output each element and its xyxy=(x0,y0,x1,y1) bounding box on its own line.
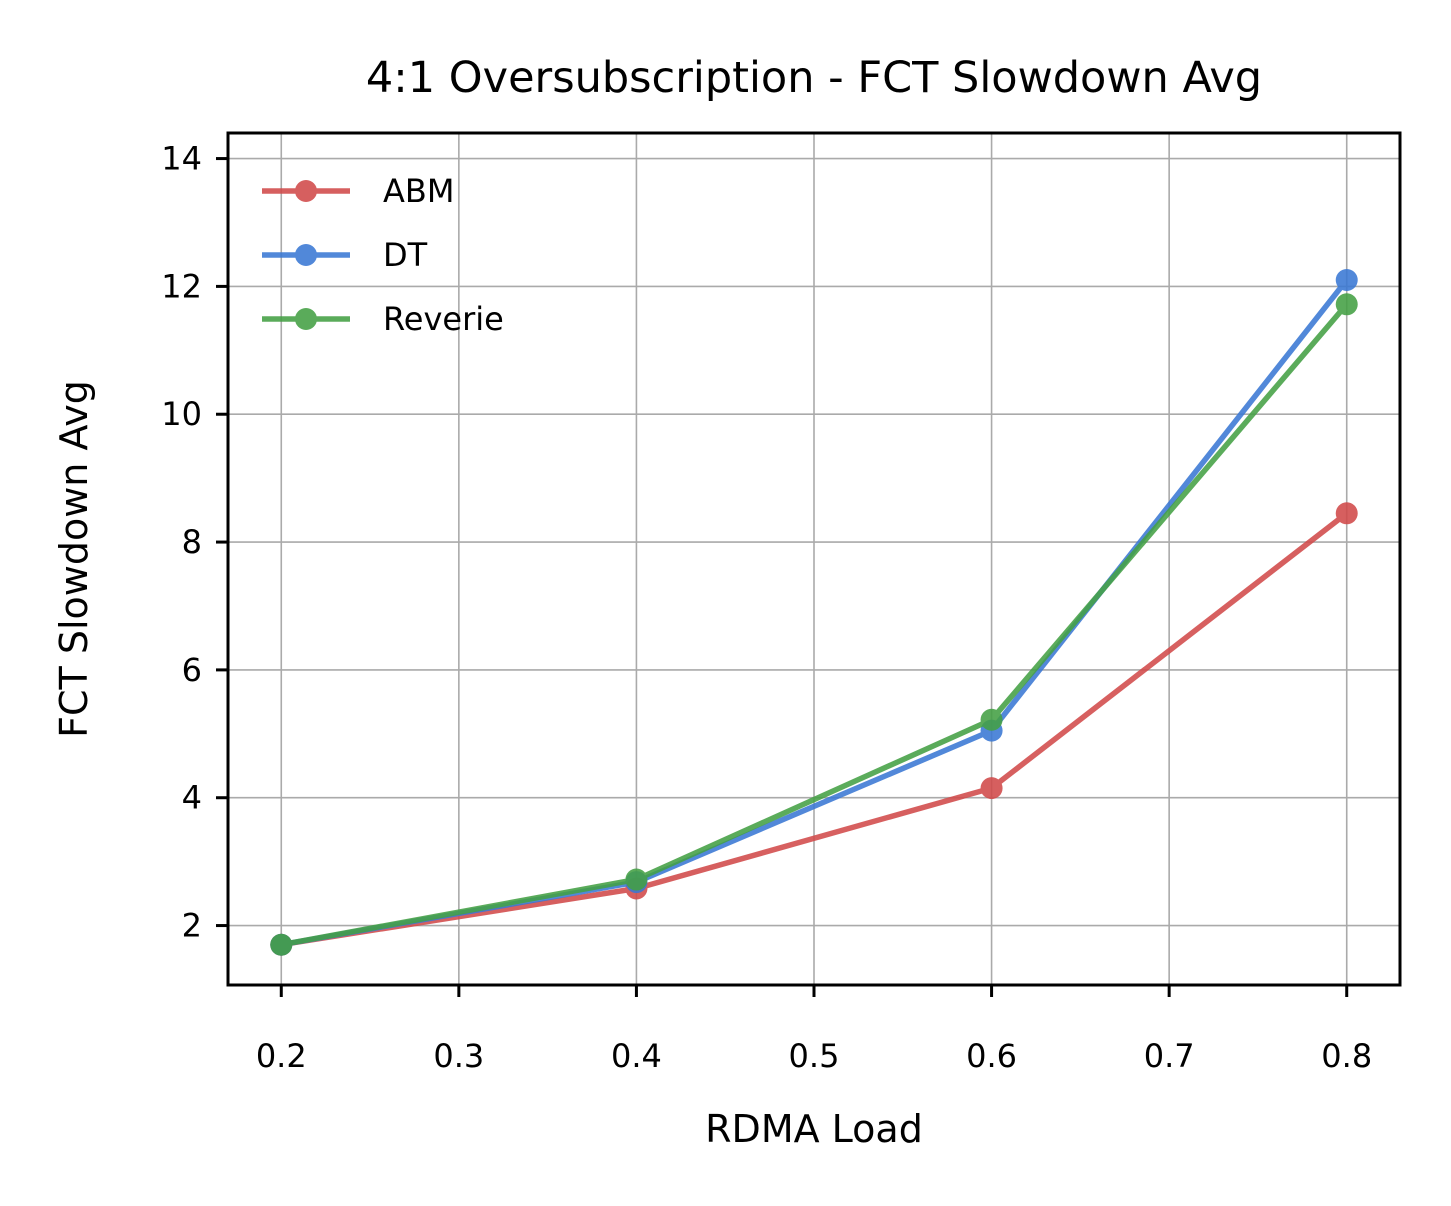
y-tick-label: 4 xyxy=(182,779,202,817)
x-tick-label: 0.6 xyxy=(966,1037,1017,1075)
legend-entry-dt xyxy=(262,244,350,266)
x-tick-label: 0.5 xyxy=(789,1037,840,1075)
legend-label-abm: ABM xyxy=(383,172,454,210)
series-line-abm xyxy=(280,511,1349,948)
grid-layer xyxy=(228,133,1400,985)
legend-label-dt: DT xyxy=(383,236,428,274)
y-tick-label: 8 xyxy=(182,523,202,561)
chart-title: 4:1 Oversubscription - FCT Slowdown Avg xyxy=(366,53,1262,103)
y-tick-label: 10 xyxy=(161,395,202,433)
legend-entry-reverie xyxy=(262,308,350,330)
series-reverie xyxy=(270,293,1358,956)
legend-label-reverie: Reverie xyxy=(383,300,504,338)
x-tick-label: 0.7 xyxy=(1144,1037,1195,1075)
x-tick-label: 0.8 xyxy=(1321,1037,1372,1075)
data-point-reverie xyxy=(270,933,293,956)
y-tick-label: 6 xyxy=(182,651,202,689)
data-point-reverie xyxy=(1335,293,1358,316)
series-line-reverie xyxy=(280,302,1349,948)
legend-entry-abm xyxy=(262,180,350,202)
data-point-abm xyxy=(1335,502,1358,525)
series-layer xyxy=(270,269,1358,956)
data-point-abm xyxy=(980,777,1003,800)
data-point-reverie xyxy=(980,708,1003,731)
data-point-dt xyxy=(1335,269,1358,292)
data-point-reverie xyxy=(625,868,648,891)
y-tick-label: 14 xyxy=(161,140,202,178)
x-axis-label: RDMA Load xyxy=(705,1107,923,1151)
tick-layer: 0.2 0.3 0.4 0.5 0.6 0.7 0.8 2 4 6 8 10 12 14 xyxy=(161,140,1372,1075)
x-tick-label: 0.2 xyxy=(256,1037,307,1075)
y-tick-label: 2 xyxy=(182,907,202,945)
legend-marker-abm xyxy=(295,180,317,202)
legend-marker-dt xyxy=(295,244,317,266)
y-tick-label: 12 xyxy=(161,267,202,305)
x-tick-label: 0.3 xyxy=(433,1037,484,1075)
x-tick-label: 0.4 xyxy=(611,1037,662,1075)
legend: ABM DT Reverie xyxy=(262,172,504,338)
y-axis-label: FCT Slowdown Avg xyxy=(52,380,96,738)
legend-marker-reverie xyxy=(295,308,317,330)
